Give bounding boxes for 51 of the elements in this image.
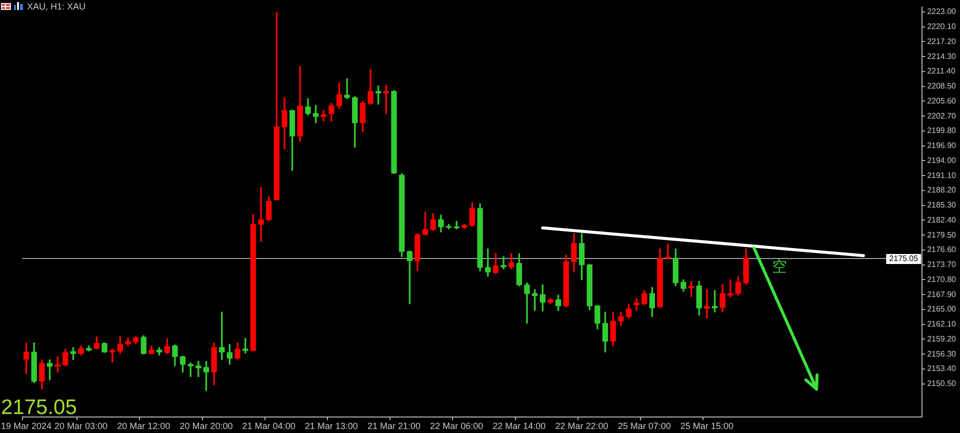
y-tick-label: 2176.60	[927, 245, 957, 254]
y-tick-label: 2211.40	[927, 66, 956, 76]
y-tick-label: 2165.00	[927, 304, 957, 314]
candlestick	[258, 187, 264, 242]
y-tick-label: 2217.20	[927, 36, 957, 46]
x-tick-label: 25 Mar 15:00	[680, 421, 734, 432]
y-tick-label: 2179.50	[927, 230, 957, 240]
x-tick-label: 20 Mar 03:00	[54, 421, 108, 432]
y-tick-label: 2159.20	[927, 334, 957, 344]
y-tick-label: 2167.90	[927, 290, 957, 299]
y-tick-label: 2223.00	[927, 7, 957, 16]
y-tick-label: 2199.80	[927, 126, 957, 136]
x-tick-label: 21 Mar 04:00	[242, 421, 296, 432]
x-tick-label: 21 Mar 13:00	[304, 421, 358, 432]
y-tick-label: 2182.40	[927, 215, 957, 224]
candlestick	[500, 256, 506, 270]
y-tick-label: 2214.30	[927, 52, 957, 61]
y-tick-label: 2205.60	[927, 96, 957, 106]
y-tick-label: 2220.10	[927, 22, 957, 32]
y-tick-label: 2173.70	[927, 260, 957, 270]
chart-title: XAU, H1: XAU	[27, 1, 86, 12]
y-tick-label: 2162.10	[927, 320, 957, 329]
y-tick-label: 2191.10	[927, 170, 957, 180]
y-tick-label: 2150.50	[927, 379, 957, 388]
y-tick-label: 2153.40	[927, 364, 957, 374]
x-tick-label: 25 Mar 07:00	[618, 421, 671, 432]
candlestick	[704, 289, 710, 319]
x-tick-label: 22 Mar 14:00	[492, 421, 546, 432]
ref-line-label: 2175.05	[889, 254, 919, 264]
y-tick-label: 2156.30	[927, 349, 957, 358]
x-tick-label: 20 Mar 12:00	[117, 421, 170, 432]
candlestick	[454, 220, 460, 230]
y-tick-label: 2196.90	[927, 141, 957, 150]
y-tick-label: 2185.30	[927, 200, 957, 210]
candlestick	[344, 78, 350, 99]
annotation: 2175.05	[1, 396, 77, 420]
y-tick-label: 2194.00	[927, 156, 957, 165]
candlestick	[524, 282, 530, 324]
x-tick-label: 19 Mar 2024	[1, 421, 52, 432]
candlestick	[54, 356, 60, 372]
y-tick-label: 2188.20	[927, 186, 957, 195]
x-tick-label: 22 Mar 22:00	[555, 421, 608, 432]
x-tick-label: 22 Mar 06:00	[430, 421, 484, 432]
y-tick-label: 2202.70	[927, 111, 957, 120]
x-tick-label: 20 Mar 20:00	[180, 421, 233, 432]
candlestick	[634, 298, 640, 311]
y-tick-label: 2170.80	[927, 274, 957, 284]
x-tick-label: 21 Mar 21:00	[367, 421, 421, 432]
annotation: 空	[772, 258, 787, 276]
candlestick	[188, 362, 194, 378]
y-tick-label: 2208.50	[927, 82, 957, 91]
